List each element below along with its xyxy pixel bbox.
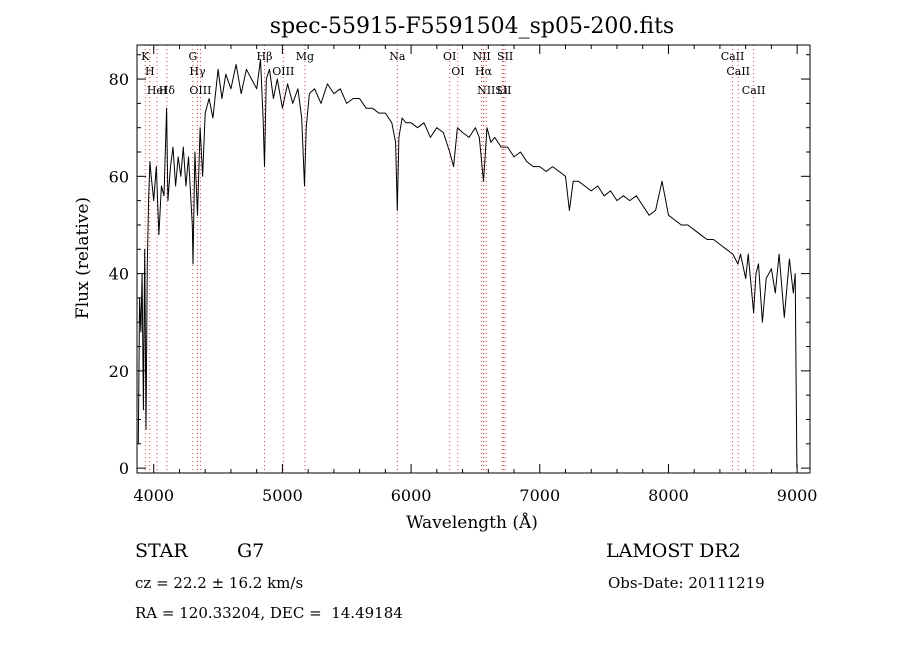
spectral-line-label: HeI (147, 84, 167, 97)
y-tick-label: 80 (109, 70, 129, 89)
y-tick-label: 40 (109, 265, 129, 284)
object-class: STAR (135, 540, 188, 562)
x-tick-label: 8000 (648, 486, 689, 505)
spectral-line-label: SII (497, 50, 513, 63)
coordinates: RA = 120.33204, DEC = 14.49184 (135, 604, 403, 622)
x-tick-label: 9000 (777, 486, 818, 505)
spectral-line-label: OI (451, 65, 464, 78)
spectral-line-label: G (188, 50, 197, 63)
spectral-line-label: Hβ (257, 50, 273, 63)
x-tick-label: 5000 (262, 486, 303, 505)
spectral-line-label: OIII (189, 84, 211, 97)
y-tick-label: 60 (109, 167, 129, 186)
chart-title: spec-55915-F5591504_sp05-200.fits (270, 14, 674, 39)
x-tick-label: 4000 (133, 486, 174, 505)
spectral-line-label: NII (472, 50, 490, 63)
series-layer (137, 59, 798, 469)
observation-date: Obs-Date: 20111219 (608, 574, 765, 592)
spectral-line-label: Hδ (159, 84, 176, 97)
spectral-line-label: CaII (742, 84, 766, 97)
subclass: G7 (237, 540, 265, 562)
spectral-line-label: Hγ (189, 65, 206, 78)
spectral-line-label: NII (477, 84, 495, 97)
spectral-line-label: CaII (721, 50, 745, 63)
x-tick-label: 7000 (519, 486, 560, 505)
spectral-line-label: Li (497, 84, 508, 97)
survey-name: LAMOST DR2 (606, 540, 741, 562)
redshift-velocity: cz = 22.2 ± 16.2 km/s (135, 574, 304, 592)
spectral-line-label: CaII (726, 65, 750, 78)
spectral-line-label: SII (495, 84, 511, 97)
x-tick-label: 6000 (391, 486, 432, 505)
plot-frame (136, 44, 811, 474)
spectral-line-label: OIII (272, 65, 294, 78)
spectral-line-label: Hα (475, 65, 493, 78)
y-tick-label: 0 (119, 459, 129, 478)
axes-layer: 4000 5000 6000 7000 8000 9000 0 20 40 60 80 (109, 44, 818, 505)
spectral-line-label: Mg (296, 50, 314, 63)
spectral-line-label: H (145, 65, 155, 78)
y-tick-label: 20 (109, 362, 129, 381)
x-axis-title: Wavelength (Å) (406, 512, 538, 533)
spectral-line-label: K (141, 50, 150, 63)
y-axis-title: Flux (relative) (73, 197, 93, 319)
spectral-line-label: Na (389, 50, 406, 63)
spectral-line-label: OI (443, 50, 456, 63)
spectrum-series-line (137, 59, 798, 469)
